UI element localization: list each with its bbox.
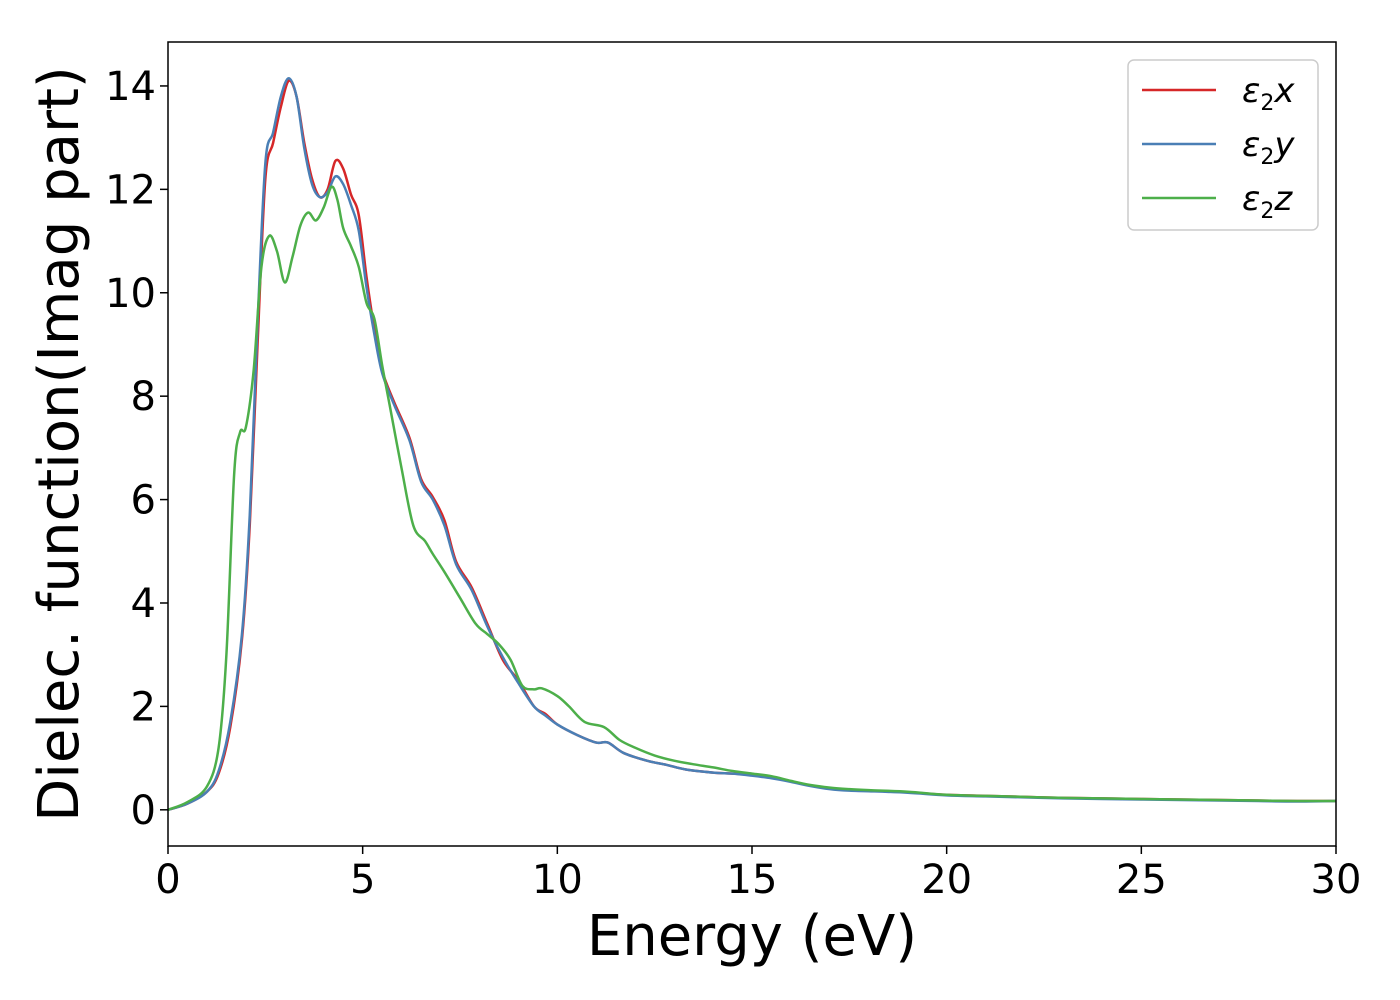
series-line-z	[167, 185, 1337, 811]
y-axis-ticks: 0 2 4 6 8 10 12 14	[105, 64, 168, 834]
x-tick-label: 15	[727, 857, 778, 903]
y-tick-label: 4	[131, 581, 156, 627]
x-tick-label: 25	[1116, 857, 1167, 903]
x-tick-label: 0	[155, 857, 180, 903]
y-axis-label: Dielec. function(Imag part)	[27, 66, 92, 822]
y-tick-label: 12	[105, 167, 156, 213]
legend-label-z: ε2z	[1242, 179, 1293, 224]
x-tick-label: 10	[532, 857, 583, 903]
x-tick-label: 30	[1311, 857, 1362, 903]
x-tick-label: 20	[921, 857, 972, 903]
x-axis-label: Energy (eV)	[587, 904, 917, 969]
legend-label-y: ε2y	[1242, 125, 1295, 170]
series-layer	[167, 76, 1337, 812]
y-tick-label: 10	[105, 271, 156, 317]
legend-box	[1127, 59, 1319, 231]
y-tick-label: 14	[105, 64, 156, 110]
y-tick-label: 0	[131, 788, 156, 834]
legend: ε2x ε2y ε2z	[1127, 59, 1319, 231]
y-tick-label: 8	[131, 374, 156, 420]
x-axis-ticks: 0 5 10 15 20 25 30	[155, 846, 1361, 903]
y-tick-label: 6	[131, 478, 156, 524]
y-tick-label: 2	[131, 684, 156, 730]
legend-label-x: ε2x	[1242, 71, 1295, 116]
x-tick-label: 5	[350, 857, 375, 903]
